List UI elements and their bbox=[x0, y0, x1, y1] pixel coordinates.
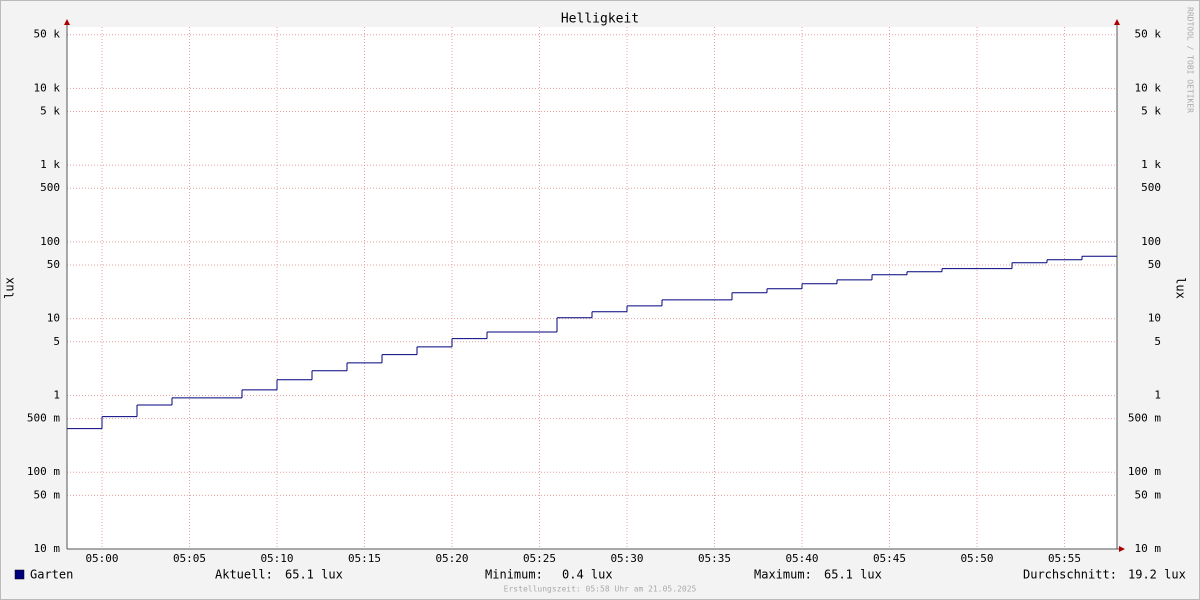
y-tick-label-right: 10 bbox=[1148, 312, 1161, 325]
grid bbox=[67, 27, 1117, 550]
x-tick-label: 05:00 bbox=[85, 552, 118, 565]
axis-arrow bbox=[64, 19, 70, 25]
x-tick-label: 05:55 bbox=[1048, 552, 1081, 565]
y-tick-label: 1 bbox=[53, 388, 60, 401]
y-tick-label-right: 50 k bbox=[1135, 28, 1162, 41]
x-tick-label: 05:10 bbox=[260, 552, 293, 565]
x-tick-label: 05:40 bbox=[785, 552, 818, 565]
legend-swatch bbox=[14, 569, 25, 580]
y-tick-label-right: 1 bbox=[1154, 388, 1161, 401]
y-tick-label-right: 5 bbox=[1154, 335, 1161, 348]
stat-value: 65.1 lux bbox=[824, 568, 882, 582]
y-tick-label: 10 m bbox=[34, 542, 61, 555]
y-tick-label-right: 100 bbox=[1141, 235, 1161, 248]
y-tick-label: 500 bbox=[40, 181, 60, 194]
x-tick-label: 05:25 bbox=[523, 552, 556, 565]
y-tick-label-right: 100 m bbox=[1128, 465, 1161, 478]
x-tick-label: 05:35 bbox=[698, 552, 731, 565]
stat-value: 65.1 lux bbox=[285, 568, 343, 582]
watermark: RRDTOOL / TOBI OETIKER bbox=[1186, 7, 1195, 113]
footer: Erstellungszeit: 05:58 Uhr am 21.05.2025 bbox=[504, 585, 697, 594]
y-tick-label: 100 m bbox=[27, 465, 60, 478]
y-tick-label: 1 k bbox=[40, 158, 60, 171]
y-tick-label: 10 bbox=[47, 312, 60, 325]
stat-label: Maximum: bbox=[754, 568, 812, 582]
x-tick-label: 05:50 bbox=[960, 552, 993, 565]
plot-area bbox=[67, 27, 1117, 549]
x-tick-label: 05:30 bbox=[610, 552, 643, 565]
y-tick-label: 100 bbox=[40, 235, 60, 248]
x-tick-label: 05:05 bbox=[173, 552, 206, 565]
axis-arrow bbox=[1119, 546, 1125, 552]
legend-label: Garten bbox=[30, 568, 73, 582]
y-tick-label: 50 m bbox=[34, 488, 61, 501]
y-tick-label: 50 k bbox=[34, 28, 61, 41]
stat-label: Durchschnitt: bbox=[1023, 568, 1117, 582]
axis-arrow bbox=[1114, 19, 1120, 25]
y-tick-label: 5 k bbox=[40, 104, 60, 117]
stat-label: Aktuell: bbox=[215, 568, 273, 582]
y-tick-label-right: 50 m bbox=[1135, 488, 1162, 501]
y-tick-label-right: 500 bbox=[1141, 181, 1161, 194]
y-tick-label: 5 bbox=[53, 335, 60, 348]
x-tick-label: 05:15 bbox=[348, 552, 381, 565]
x-tick-label: 05:20 bbox=[435, 552, 468, 565]
stat-value: 19.2 lux bbox=[1128, 568, 1186, 582]
y-axis-label-right: lux bbox=[1174, 277, 1188, 299]
y-axis-label: lux bbox=[3, 277, 17, 299]
stat-value: 0.4 lux bbox=[562, 568, 613, 582]
x-tick-label: 05:45 bbox=[873, 552, 906, 565]
y-tick-label-right: 500 m bbox=[1128, 412, 1161, 425]
y-tick-label-right: 10 m bbox=[1135, 542, 1162, 555]
y-tick-label-right: 50 bbox=[1148, 258, 1161, 271]
y-tick-label: 10 k bbox=[34, 81, 61, 94]
stat-label: Minimum: bbox=[485, 568, 543, 582]
y-tick-label-right: 5 k bbox=[1141, 104, 1161, 117]
y-tick-label-right: 1 k bbox=[1141, 158, 1161, 171]
y-tick-label: 500 m bbox=[27, 412, 60, 425]
y-tick-label-right: 10 k bbox=[1135, 81, 1162, 94]
y-tick-label: 50 bbox=[47, 258, 60, 271]
chart-title: Helligkeit bbox=[561, 12, 639, 27]
